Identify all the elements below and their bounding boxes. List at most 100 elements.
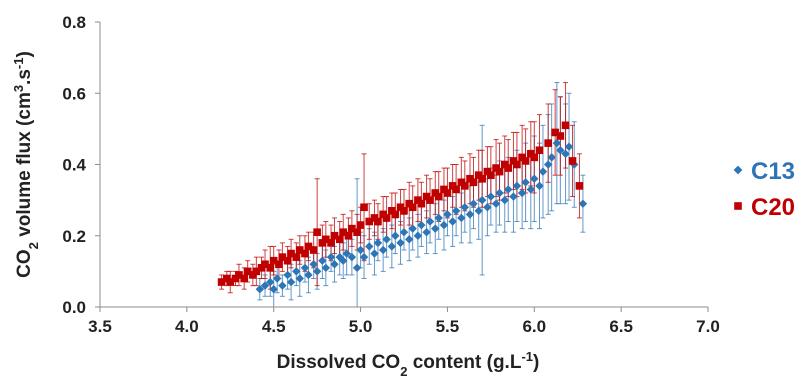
y-tick-label: 0.2 xyxy=(62,227,86,246)
x-tick-label: 5.5 xyxy=(436,317,460,336)
title-subscript: 2 xyxy=(26,242,41,249)
c13-point xyxy=(521,178,530,187)
c13-point xyxy=(321,263,331,273)
c13-point xyxy=(460,203,469,212)
x-tick-label: 5.0 xyxy=(349,317,373,336)
c13-point xyxy=(304,270,313,280)
c20-point xyxy=(304,242,313,251)
c20-point xyxy=(313,228,321,236)
c20-point xyxy=(322,235,330,244)
title-superscript: 3 xyxy=(11,85,26,92)
c13-point xyxy=(425,217,435,226)
c13-point xyxy=(295,274,304,283)
c13-point xyxy=(439,220,449,230)
c13-point xyxy=(509,192,518,201)
c13-point xyxy=(408,224,417,233)
c20-point xyxy=(269,256,278,265)
c13-point xyxy=(422,227,431,237)
c13-point xyxy=(500,195,509,205)
c20-point xyxy=(417,199,426,208)
c13-point xyxy=(260,281,270,290)
c13-point xyxy=(483,203,492,212)
c20-point xyxy=(556,132,565,140)
x-tick-label: 6.5 xyxy=(609,317,633,336)
c13-point xyxy=(283,270,292,280)
c13-point xyxy=(269,284,278,294)
c20-point xyxy=(495,167,504,176)
c20-point xyxy=(374,217,382,226)
c13-point xyxy=(272,274,282,283)
c13-point xyxy=(457,213,466,223)
c20-point xyxy=(275,260,283,269)
title-superscript: -1 xyxy=(521,349,533,364)
legend-marker-c20 xyxy=(734,202,742,210)
c20-point xyxy=(391,210,400,219)
c13-point xyxy=(512,181,522,191)
c13-point xyxy=(373,238,383,248)
c20-point xyxy=(278,253,287,261)
c13-point xyxy=(526,185,536,194)
title-text: CO xyxy=(14,249,35,278)
legend-marker-c13 xyxy=(733,165,743,175)
c20-point xyxy=(461,182,469,190)
c13-point xyxy=(255,284,265,294)
title-superscript: -1 xyxy=(11,58,26,70)
c13-point xyxy=(359,252,369,262)
c13-point xyxy=(517,188,527,198)
c20-point xyxy=(575,182,584,190)
c13-point xyxy=(477,195,487,205)
c13-point xyxy=(326,252,336,262)
c20-point xyxy=(478,174,486,183)
c13-point xyxy=(352,263,362,273)
c13-point xyxy=(339,256,348,265)
c13-point xyxy=(347,252,357,262)
c13-point xyxy=(318,256,327,265)
c20-point xyxy=(309,246,318,254)
c20-point xyxy=(356,221,365,229)
c20-point xyxy=(217,278,226,286)
c20-point xyxy=(287,249,295,258)
c13-point xyxy=(405,235,414,244)
c20-point xyxy=(301,249,309,258)
title-text: Dissolved CO xyxy=(277,352,401,373)
markers-layer xyxy=(217,121,588,294)
c13-point xyxy=(278,281,287,290)
c13-point xyxy=(474,206,483,216)
c13-point xyxy=(465,210,475,219)
c20-point xyxy=(513,160,521,169)
y-axis-title: CO2 volume flux (cm3.s-1) xyxy=(11,51,41,278)
c20-point xyxy=(335,235,344,244)
legend-label-c13: C13 xyxy=(751,158,795,185)
c13-point xyxy=(495,188,504,198)
c20-point xyxy=(426,196,434,204)
legend-label-c20: C20 xyxy=(751,194,795,221)
c13-point xyxy=(370,249,379,258)
c20-point xyxy=(434,192,443,201)
c20-point xyxy=(365,217,374,226)
c13-point xyxy=(356,245,365,255)
title-text: content (g.L xyxy=(407,352,521,373)
c13-point xyxy=(547,153,556,162)
c20-point xyxy=(443,189,452,197)
c13-point xyxy=(300,263,310,273)
c13-point xyxy=(312,267,322,276)
c13-point xyxy=(309,260,318,269)
x-tick-label: 3.5 xyxy=(88,317,112,336)
c13-point xyxy=(543,160,553,169)
c20-point xyxy=(452,185,460,194)
c20-point xyxy=(487,171,495,179)
c13-point xyxy=(399,227,409,237)
x-tick-label: 4.0 xyxy=(175,317,199,336)
c13-point xyxy=(578,199,588,208)
c20-point xyxy=(400,207,408,215)
c13-point xyxy=(382,235,391,244)
c13-point xyxy=(391,231,400,240)
c20-point xyxy=(226,278,235,286)
c20-point xyxy=(544,139,552,147)
y-tick-label: 0.6 xyxy=(62,84,86,103)
c13-point xyxy=(378,245,388,255)
c20-point xyxy=(295,246,304,254)
c13-point xyxy=(448,217,457,226)
c13-point xyxy=(561,149,570,159)
